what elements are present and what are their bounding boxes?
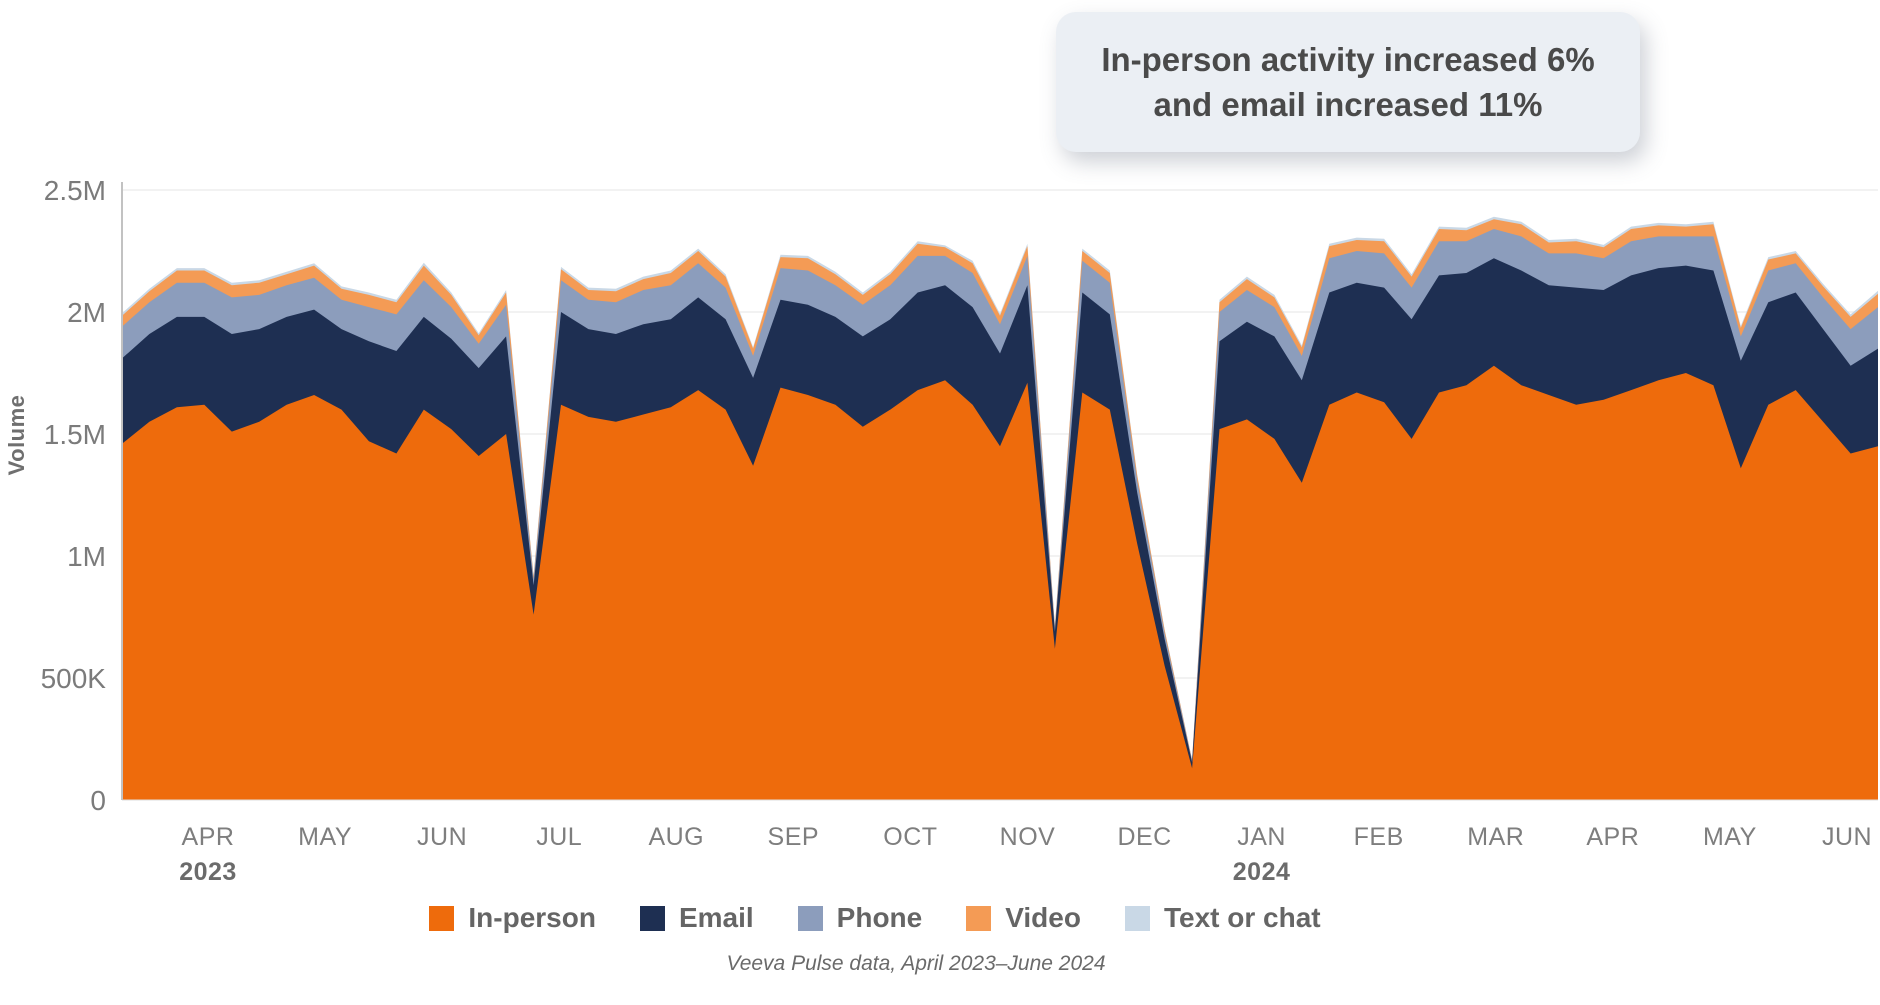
annotation-callout: In-person activity increased 6% and emai… (1056, 12, 1640, 152)
y-tick-500K: 500K (41, 663, 107, 694)
annotation-line-1: In-person activity increased 6% (1101, 41, 1595, 78)
chart-legend: In-person Email Phone Video Text or chat (0, 902, 1815, 934)
legend-item-video: Video (966, 902, 1081, 934)
y-tick-1.5M: 1.5M (44, 419, 106, 450)
x-year-2023: 2023 (179, 858, 237, 886)
x-label-sep-5: SEP (768, 823, 820, 851)
y-tick-1M: 1M (67, 541, 106, 572)
source-note: Veeva Pulse data, April 2023–June 2024 (726, 952, 1106, 975)
legend-label-text-or-chat: Text or chat (1163, 902, 1321, 933)
x-label-oct-6: OCT (883, 823, 937, 851)
legend-item-phone: Phone (797, 902, 923, 934)
y-axis-title: Volume (4, 395, 29, 476)
legend-swatch-email (639, 905, 665, 931)
annotation-line-2: and email increased 11% (1153, 86, 1543, 123)
legend-label-email: Email (678, 902, 754, 933)
legend-item-text-or-chat: Text or chat (1124, 902, 1321, 934)
x-label-jul-3: JUL (536, 823, 582, 851)
legend-item-email: Email (639, 902, 754, 934)
x-label-nov-7: NOV (1000, 823, 1056, 851)
x-label-jun-2: JUN (417, 823, 467, 851)
x-year-2024: 2024 (1233, 858, 1291, 886)
legend-swatch-text-or-chat (1124, 905, 1150, 931)
legend-item-in-person: In-person (429, 902, 596, 934)
y-tick-0: 0 (90, 785, 106, 816)
x-label-apr-12: APR (1586, 823, 1639, 851)
x-label-aug-4: AUG (648, 823, 704, 851)
legend-label-phone: Phone (836, 902, 923, 933)
x-label-may-1: MAY (298, 823, 352, 851)
stacked-area-chart: 0 500K 1M 1.5M 2M 2.5M Volume APR 2023 MAY JUN JUL A… (4, 175, 1878, 886)
legend-label-video: Video (1005, 902, 1081, 933)
legend-label-in-person: In-person (468, 902, 596, 933)
x-label-feb-10: FEB (1354, 823, 1404, 851)
legend-swatch-video (966, 905, 992, 931)
y-tick-2M: 2M (67, 297, 106, 328)
x-label-mar-11: MAR (1467, 823, 1524, 851)
x-label-jan-2024: JAN (1237, 823, 1286, 851)
x-label-dec-8: DEC (1117, 823, 1171, 851)
x-label-jun-14: JUN (1822, 823, 1872, 851)
x-label-may-13: MAY (1703, 823, 1757, 851)
x-label-apr-2023: APR (182, 823, 235, 851)
area-in-person (122, 365, 1878, 800)
y-tick-2.5M: 2.5M (44, 175, 106, 206)
legend-swatch-phone (797, 905, 823, 931)
legend-swatch-in-person (429, 905, 455, 931)
